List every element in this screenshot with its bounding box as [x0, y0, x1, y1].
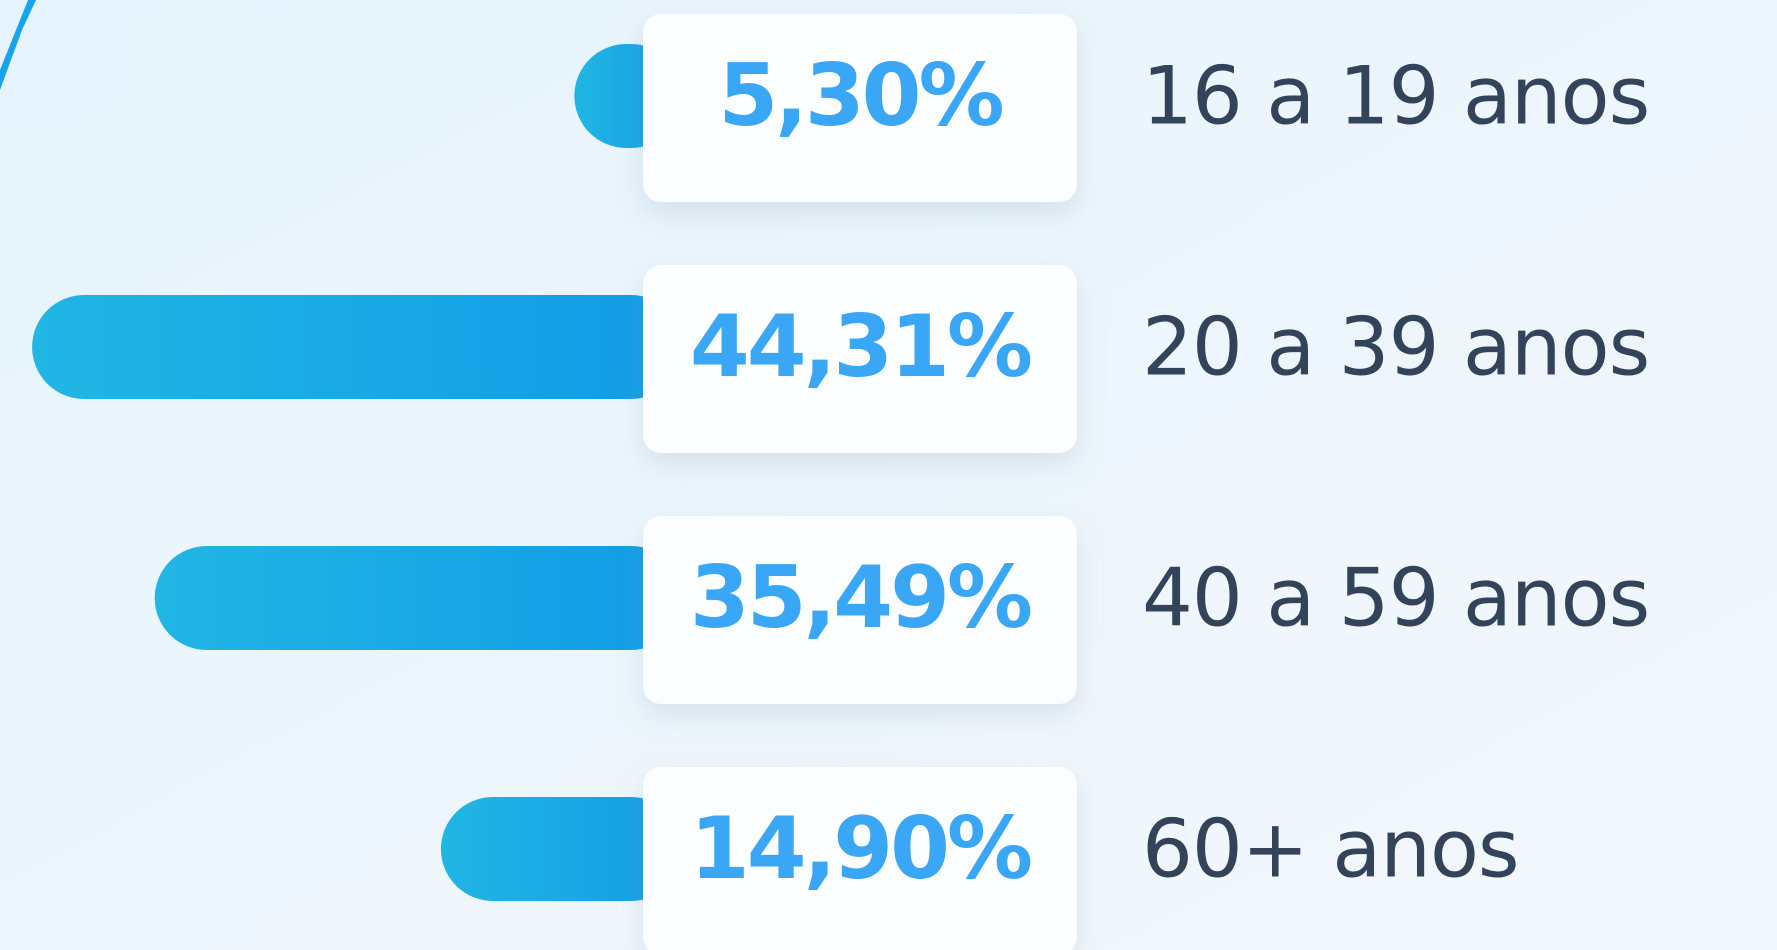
value-card: [643, 265, 1077, 453]
category-label: 40 a 59 anos: [1142, 552, 1649, 645]
value-label: 35,49%: [690, 548, 1031, 648]
bar: [32, 295, 683, 399]
value-card: [643, 767, 1077, 950]
bar: [154, 546, 684, 650]
value-label: 44,31%: [690, 297, 1031, 397]
bar: [440, 797, 683, 901]
category-label: 16 a 19 anos: [1142, 50, 1649, 143]
value-card: [643, 516, 1077, 704]
value-label: 14,90%: [690, 799, 1031, 899]
category-label: 60+ anos: [1142, 803, 1519, 896]
value-label: 5,30%: [718, 46, 1002, 146]
category-label: 20 a 39 anos: [1142, 301, 1649, 394]
cards: 5,30% 16 a 19 anos 44,31% 20 a 39 anos 35,49…: [643, 14, 1650, 950]
value-card: [643, 14, 1077, 202]
